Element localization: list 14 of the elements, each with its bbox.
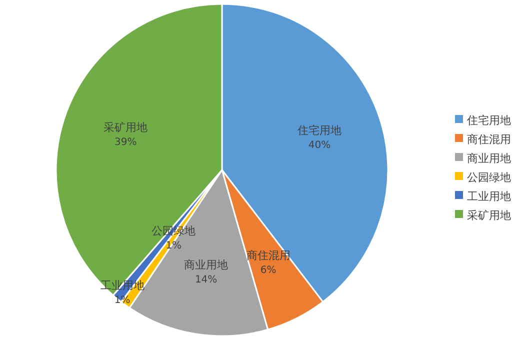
legend-label: 工业用地 — [467, 190, 511, 203]
legend-label: 住宅用地 — [467, 114, 511, 127]
legend-label: 采矿用地 — [467, 209, 511, 222]
slice-label: 商业用地 — [184, 258, 228, 272]
data-label: 6% — [260, 264, 276, 276]
data-label: 40% — [308, 140, 331, 151]
legend-label: 公园绿地 — [467, 171, 511, 184]
legend-label: 商业用地 — [467, 152, 511, 165]
data-label: 1% — [114, 295, 130, 306]
slice-label: 采矿用地 — [104, 120, 148, 134]
data-label: 39% — [114, 136, 137, 148]
data-label: 14% — [194, 274, 218, 286]
slice-label: 住宅用地 — [297, 124, 342, 137]
legend-label: 商住混用 — [467, 133, 511, 146]
